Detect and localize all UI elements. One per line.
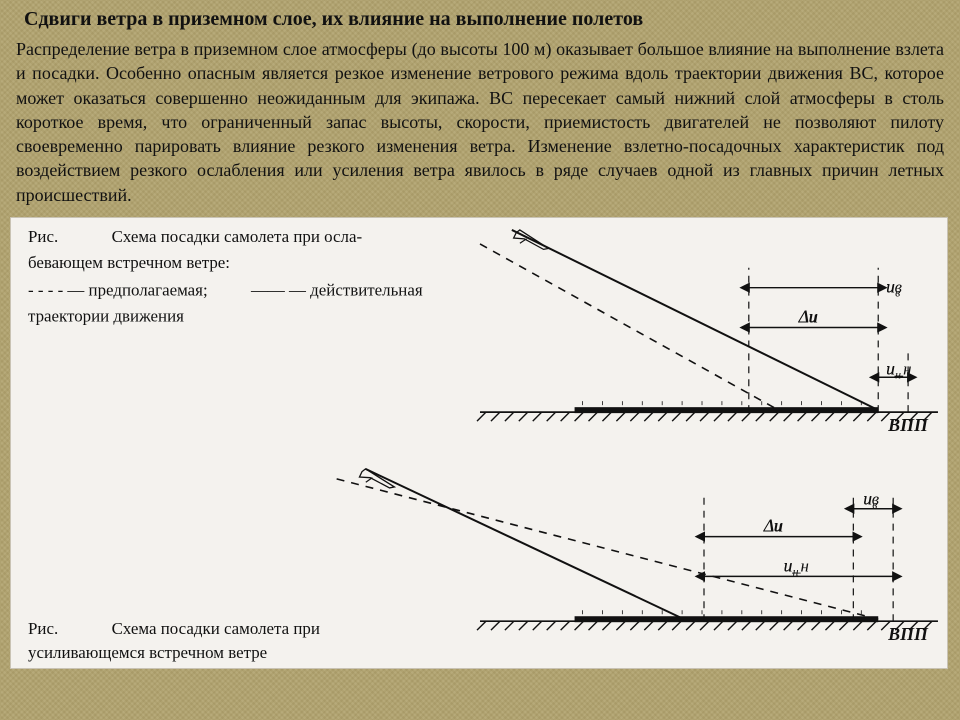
svg-text:Δu: Δu <box>798 307 819 327</box>
svg-text:траектории движения: траектории движения <box>28 307 184 326</box>
svg-text:Схема посадки самолета при осл: Схема посадки самолета при осла- <box>112 227 363 246</box>
svg-text:ВПП: ВПП <box>887 415 929 435</box>
main-paragraph: Распределение ветра в приземном слое атм… <box>0 35 960 213</box>
svg-text:усиливающемся встречном ветре: усиливающемся встречном ветре <box>28 643 267 662</box>
landing-diagrams: Рис. Схема посадки самолета при осла-бева… <box>10 217 948 669</box>
svg-text:бевающем встречном ветре:: бевающем встречном ветре: <box>28 253 230 272</box>
page-title: Сдвиги ветра в приземном слое, их влияни… <box>0 0 960 35</box>
svg-text:- - - - — предполагаемая;: - - - - — предполагаемая; <box>28 281 208 300</box>
svg-text:Схема посадки самолета при: Схема посадки самолета при <box>112 619 320 638</box>
svg-text:Рис.: Рис. <box>28 227 58 246</box>
svg-text:—— — действительная: —— — действительная <box>250 281 423 300</box>
svg-text:ВПП: ВПП <box>887 624 929 644</box>
landing-diagrams-svg: Рис. Схема посадки самолета при осла-бева… <box>11 218 947 668</box>
svg-text:Δu: Δu <box>763 516 784 536</box>
svg-text:Рис.: Рис. <box>28 619 58 638</box>
